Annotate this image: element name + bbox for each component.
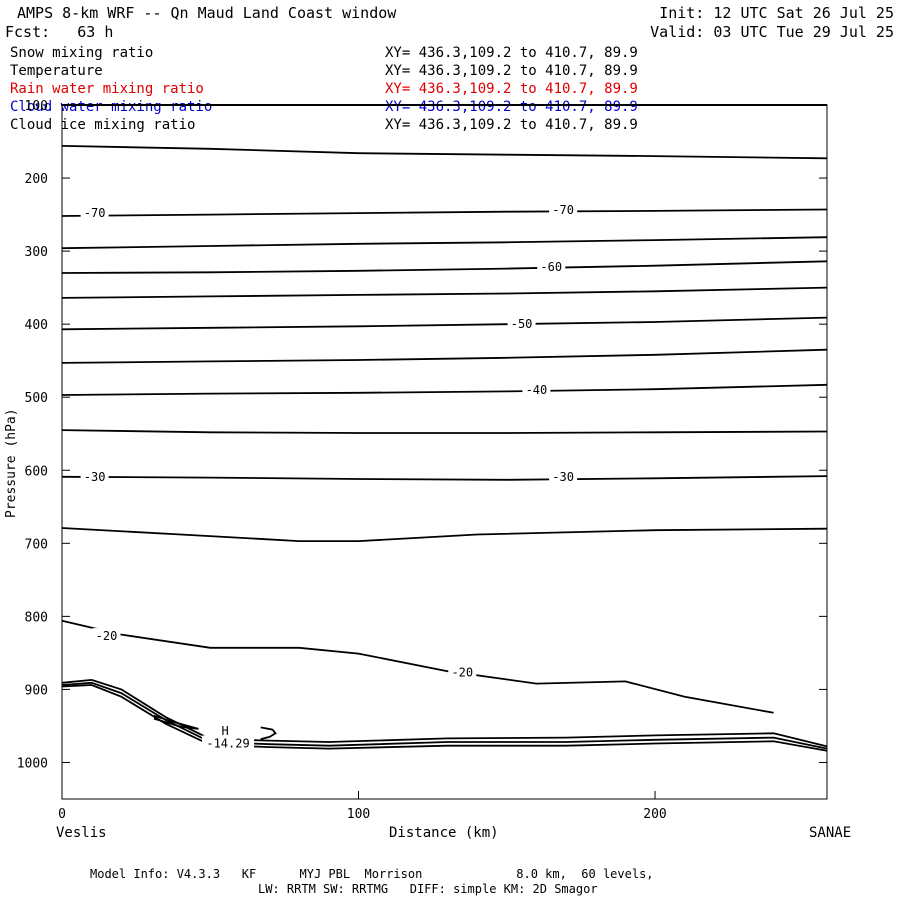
contour-label-5: -30 bbox=[84, 470, 106, 484]
y-tick-label-300: 300 bbox=[25, 245, 48, 260]
chart-title: AMPS 8-km WRF -- Qn Maud Land Coast wind… bbox=[17, 4, 397, 22]
temperature-contours bbox=[61, 104, 828, 752]
y-tick-label-100: 100 bbox=[25, 99, 48, 114]
model-info-line2: LW: RRTM SW: RRTMG DIFF: simple KM: 2D S… bbox=[258, 882, 598, 896]
field-xy-temperature: XY= 436.3,109.2 to 410.7, 89.9 bbox=[385, 63, 638, 79]
contour-label-2: -60 bbox=[540, 260, 562, 274]
field-xy-cloud-water: XY= 436.3,109.2 to 410.7, 89.9 bbox=[385, 99, 638, 115]
field-name-rain: Rain water mixing ratio bbox=[10, 81, 204, 97]
contour-label-bg-5 bbox=[80, 468, 109, 483]
contour-label-4: -40 bbox=[526, 383, 548, 397]
contour-line-5 bbox=[61, 316, 828, 331]
contour-label-bg-7 bbox=[92, 628, 121, 643]
field-xy-rain: XY= 436.3,109.2 to 410.7, 89.9 bbox=[385, 81, 638, 97]
field-name-cloud-ice: Cloud ice mixing ratio bbox=[10, 117, 196, 133]
contour-label-1: -70 bbox=[552, 203, 574, 217]
field-name-cloud-water: Cloud water mixing ratio bbox=[10, 99, 213, 115]
contour-label-bg-6 bbox=[549, 468, 578, 483]
field-name-snow: Snow mixing ratio bbox=[10, 45, 154, 61]
contour-label-bg-10 bbox=[202, 735, 255, 750]
y-tick-label-600: 600 bbox=[25, 464, 48, 479]
x-tick-label-200: 200 bbox=[643, 807, 666, 822]
field-xy-cloud-ice: XY= 436.3,109.2 to 410.7, 89.9 bbox=[385, 117, 638, 133]
x-tick-label-0: 0 bbox=[58, 807, 66, 822]
contour-line-16 bbox=[260, 726, 277, 740]
contour-line-4 bbox=[61, 286, 828, 299]
contour-label-0: -70 bbox=[84, 206, 106, 220]
contour-line-15 bbox=[153, 714, 199, 730]
model-info-line1: Model Info: V4.3.3 KF MYJ PBL Morrison 8… bbox=[90, 867, 654, 881]
y-tick-label-800: 800 bbox=[25, 610, 48, 625]
y-tick-label-500: 500 bbox=[25, 391, 48, 406]
contour-line-12 bbox=[61, 678, 828, 748]
contour-label-9: H bbox=[221, 724, 228, 738]
endpoint-left: Veslis bbox=[56, 825, 107, 841]
y-tick-label-900: 900 bbox=[25, 683, 48, 698]
contour-line-13 bbox=[61, 681, 828, 750]
contour-line-3 bbox=[61, 260, 828, 274]
contour-label-8: -20 bbox=[451, 666, 473, 680]
contour-line-1 bbox=[61, 208, 828, 217]
y-tick-label-1000: 1000 bbox=[17, 756, 48, 771]
contour-line-8 bbox=[61, 429, 828, 434]
contour-label-6: -30 bbox=[552, 470, 574, 484]
field-name-temperature: Temperature bbox=[10, 63, 103, 79]
contour-line-0 bbox=[61, 145, 828, 160]
contour-label-bg-0 bbox=[80, 205, 109, 220]
contour-line-14 bbox=[61, 684, 828, 752]
forecast-hour: Fcst: 63 h bbox=[5, 23, 114, 41]
contour-line-9 bbox=[61, 475, 828, 481]
contour-label-7: -20 bbox=[96, 629, 118, 643]
contour-line-2 bbox=[61, 236, 828, 250]
contour-label-10: -14.29 bbox=[206, 736, 249, 750]
y-tick-label-400: 400 bbox=[25, 318, 48, 333]
y-tick-label-200: 200 bbox=[25, 172, 48, 187]
contour-label-bg-2 bbox=[537, 259, 566, 274]
field-xy-snow: XY= 436.3,109.2 to 410.7, 89.9 bbox=[385, 45, 638, 61]
contour-label-bg-4 bbox=[522, 381, 551, 396]
contour-label-bg-8 bbox=[448, 664, 477, 679]
x-tick-label-100: 100 bbox=[347, 807, 370, 822]
contour-label-bg-3 bbox=[507, 316, 536, 331]
contour-line-7 bbox=[61, 383, 828, 396]
endpoint-right: SANAE bbox=[809, 825, 852, 841]
x-axis-label: Distance (km) bbox=[389, 825, 499, 841]
y-axis-label: Pressure (hPa) bbox=[4, 408, 19, 518]
contour-label-bg-9 bbox=[219, 723, 232, 738]
init-time: Init: 12 UTC Sat 26 Jul 25 bbox=[659, 4, 894, 22]
contour-line-11 bbox=[61, 619, 774, 714]
valid-time: Valid: 03 UTC Tue 29 Jul 25 bbox=[650, 23, 894, 41]
contour-line-10 bbox=[61, 527, 828, 542]
y-axis: 100 200 300 400 500 600 700 800 900 1000 bbox=[17, 99, 827, 771]
contour-label-3: -50 bbox=[511, 317, 533, 331]
y-tick-label-700: 700 bbox=[25, 537, 48, 552]
contour-line-6 bbox=[61, 348, 828, 364]
plot-frame bbox=[61, 104, 828, 800]
contour-labels: -70 -70 -60 -50 -40 -30 -30 -20 -20 H-14.29 bbox=[80, 202, 578, 750]
x-axis: 0 100 200 bbox=[58, 791, 667, 822]
contour-label-bg-1 bbox=[549, 202, 578, 217]
